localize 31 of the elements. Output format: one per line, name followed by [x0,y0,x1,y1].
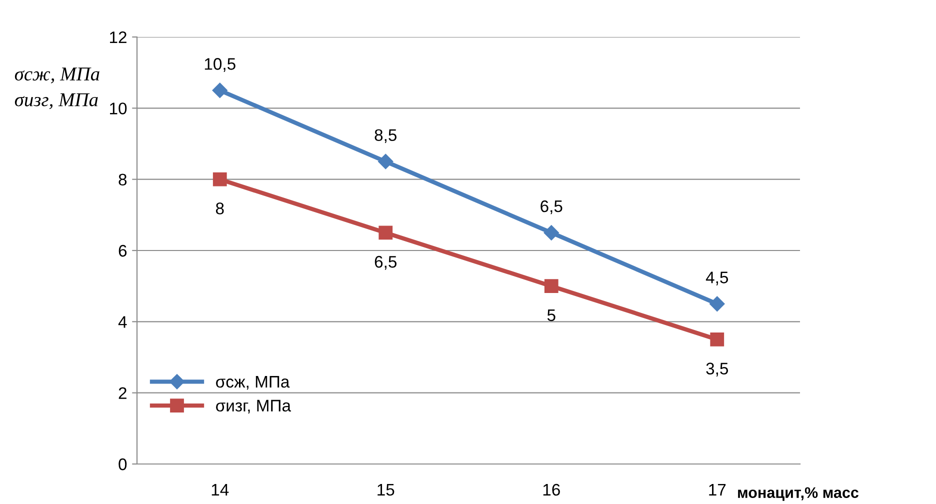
point [378,226,393,240]
data-label: 8,5 [374,129,397,143]
x-tick-label: 15 [378,484,394,496]
data-label: 5 [547,309,556,322]
data-label: 10,5 [204,58,236,72]
x-axis-title: монацит,% масс [738,487,858,501]
point [378,154,394,170]
x-tick-label: 17 [709,484,726,496]
x-tick-label: 14 [212,484,229,496]
point [212,172,227,186]
y-tick-label: 10 [110,102,127,114]
data-label: 6,5 [540,200,562,214]
y-tick-label: 6 [118,244,127,257]
legend-label: σизг, МПа [216,400,291,414]
point [544,279,558,294]
data-label: 4,5 [706,272,728,286]
data-label: 8 [216,202,224,214]
x-tick-label: 16 [543,484,560,496]
data-label: 6,5 [374,256,397,270]
y-tick-label: 0 [118,458,127,470]
point [544,225,559,240]
point [710,332,724,346]
point [710,296,725,312]
y-tick-label: 8 [118,174,127,186]
y-axis-title: σсж, МПа σизг, МПа [14,68,100,110]
data-label: 3,5 [706,362,728,376]
y-tick-label: 4 [118,316,127,328]
point [212,82,228,98]
y-tick-label: 12 [110,31,126,44]
legend-label: σсж, МПа [216,376,290,390]
y-tick-label: 2 [118,387,126,399]
